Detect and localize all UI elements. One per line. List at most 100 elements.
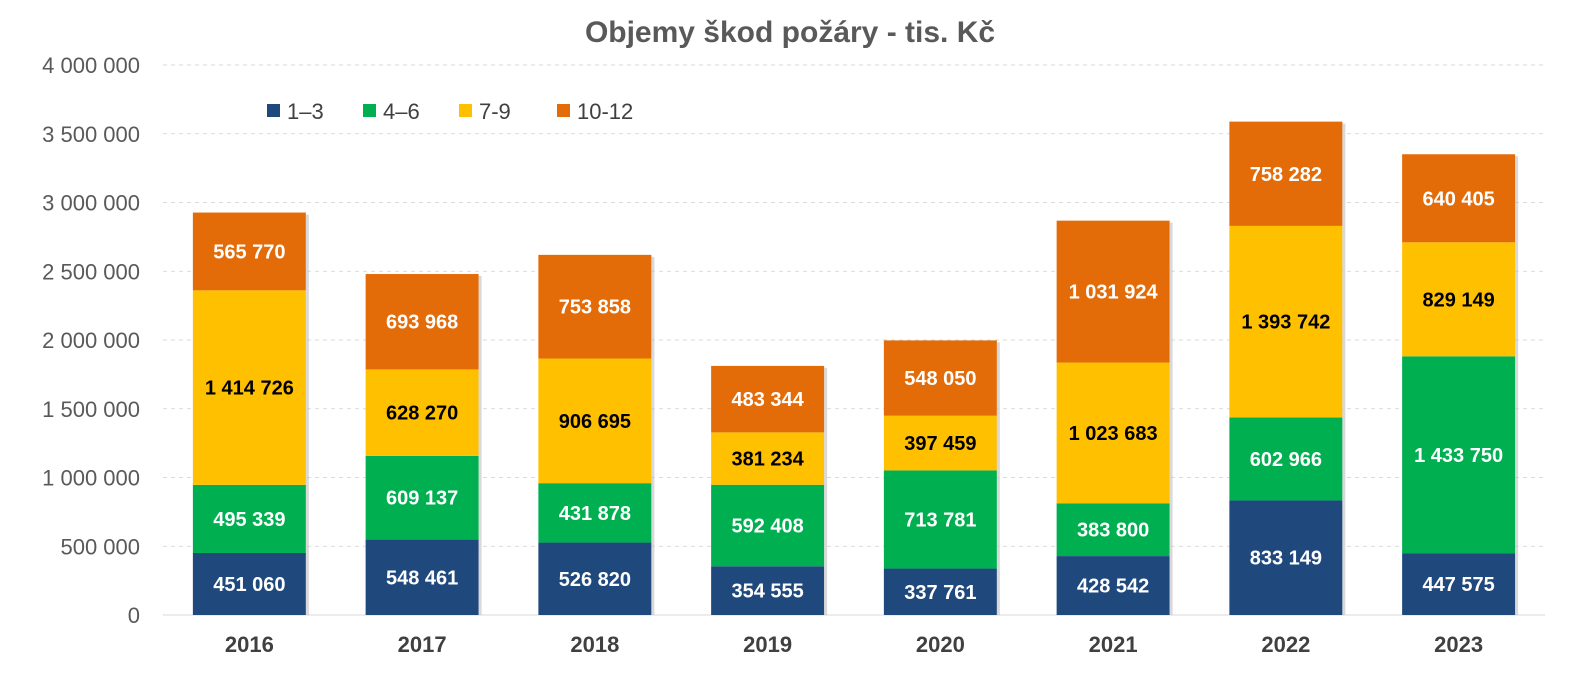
legend-label: 10-12 bbox=[577, 99, 633, 124]
bar-segment bbox=[538, 358, 652, 484]
data-label: 906 695 bbox=[559, 411, 631, 433]
bar-segment bbox=[365, 539, 479, 615]
bar-segment bbox=[365, 369, 479, 456]
data-label: 1 433 750 bbox=[1414, 445, 1503, 467]
bar-segment bbox=[1229, 500, 1343, 615]
legend-swatch bbox=[267, 104, 280, 117]
x-tick-label: 2019 bbox=[743, 632, 792, 657]
data-label: 753 858 bbox=[559, 297, 631, 319]
data-label: 609 137 bbox=[386, 488, 458, 510]
bar-segment bbox=[538, 542, 652, 615]
x-tick-label: 2018 bbox=[570, 632, 619, 657]
data-label: 526 820 bbox=[559, 569, 631, 591]
data-label: 628 270 bbox=[386, 403, 458, 425]
bar-segment bbox=[1229, 225, 1343, 418]
bar-segment bbox=[192, 290, 306, 485]
data-label: 829 149 bbox=[1422, 289, 1494, 311]
bar-shadow bbox=[651, 256, 655, 615]
data-label: 483 344 bbox=[731, 389, 804, 411]
bar-shadow bbox=[996, 342, 1000, 615]
x-tick-label: 2016 bbox=[225, 632, 274, 657]
bar-segment bbox=[192, 552, 306, 615]
legend-swatch bbox=[363, 104, 376, 117]
x-tick-label: 2020 bbox=[916, 632, 965, 657]
y-tick-label: 4 000 000 bbox=[42, 53, 140, 78]
data-label: 447 575 bbox=[1422, 574, 1494, 596]
x-tick-label: 2021 bbox=[1089, 632, 1138, 657]
y-axis-ticks: 0 500 000 1 000 000 1 500 000 2 000 000 2 500… bbox=[42, 53, 140, 628]
data-label: 1 414 726 bbox=[205, 378, 294, 400]
data-label: 565 770 bbox=[213, 241, 285, 263]
y-tick-label: 500 000 bbox=[60, 534, 140, 559]
bars bbox=[192, 121, 1519, 615]
data-label: 1 023 683 bbox=[1069, 423, 1158, 445]
bar-segment bbox=[365, 455, 479, 540]
data-label: 693 968 bbox=[386, 312, 458, 334]
legend-label: 1–3 bbox=[287, 99, 324, 124]
bar-segment bbox=[192, 484, 306, 553]
data-label: 428 542 bbox=[1077, 576, 1149, 598]
data-label: 602 966 bbox=[1250, 449, 1322, 471]
bar-segment bbox=[538, 483, 652, 543]
data-label: 383 800 bbox=[1077, 520, 1149, 542]
data-label: 548 050 bbox=[904, 368, 976, 390]
bar-segment bbox=[1229, 121, 1343, 226]
y-tick-label: 1 000 000 bbox=[42, 466, 140, 491]
y-tick-label: 1 500 000 bbox=[42, 397, 140, 422]
bar-segment bbox=[1402, 553, 1516, 615]
data-label: 758 282 bbox=[1250, 164, 1322, 186]
bar-segment bbox=[883, 568, 997, 615]
data-label: 548 461 bbox=[386, 567, 458, 589]
data-label: 833 149 bbox=[1250, 548, 1322, 570]
legend: 1–3 4–6 7-9 10-12 bbox=[267, 99, 633, 124]
x-axis-ticks: 2016 2017 2018 2019 2020 2021 2022 2023 bbox=[225, 632, 1483, 657]
bar-shadow bbox=[1342, 123, 1346, 615]
data-labels: 451 060 495 339 1 414 726 565 770 548 461 609… bbox=[205, 164, 1503, 604]
data-label: 397 459 bbox=[904, 433, 976, 455]
bar-segment bbox=[711, 484, 825, 567]
bar-segment bbox=[1402, 154, 1516, 243]
bar-segment bbox=[1056, 556, 1170, 615]
bar-shadow bbox=[1515, 156, 1519, 615]
bar-segment bbox=[1229, 417, 1343, 501]
data-label: 592 408 bbox=[731, 516, 803, 538]
bar-segment bbox=[883, 415, 997, 471]
data-label: 1 031 924 bbox=[1069, 282, 1159, 304]
bar-segment bbox=[1402, 242, 1516, 357]
x-tick-label: 2023 bbox=[1434, 632, 1483, 657]
bar-shadow bbox=[1169, 222, 1173, 615]
bar-segment bbox=[192, 212, 306, 291]
bar-segment bbox=[711, 432, 825, 485]
data-label: 354 555 bbox=[731, 581, 803, 603]
data-label: 451 060 bbox=[213, 574, 285, 596]
data-label: 431 878 bbox=[559, 503, 631, 525]
y-tick-label: 3 500 000 bbox=[42, 122, 140, 147]
bar-segment bbox=[1402, 356, 1516, 554]
y-tick-label: 0 bbox=[128, 603, 140, 628]
legend-swatch bbox=[557, 104, 570, 117]
x-tick-label: 2022 bbox=[1261, 632, 1310, 657]
legend-label: 4–6 bbox=[383, 99, 420, 124]
legend-label: 7-9 bbox=[479, 99, 511, 124]
bar-segment bbox=[711, 566, 825, 615]
data-label: 381 234 bbox=[731, 449, 804, 471]
bar-segment bbox=[1056, 503, 1170, 557]
bar-segment bbox=[883, 470, 997, 569]
chart-title: Objemy škod požáry - tis. Kč bbox=[585, 16, 995, 49]
y-tick-label: 2 000 000 bbox=[42, 328, 140, 353]
data-label: 640 405 bbox=[1422, 188, 1494, 210]
data-label: 1 393 742 bbox=[1241, 312, 1330, 334]
data-label: 713 781 bbox=[904, 509, 976, 531]
bar-shadow bbox=[478, 276, 482, 615]
bar-segment bbox=[711, 365, 825, 433]
bar-segment bbox=[1056, 220, 1170, 363]
y-tick-label: 2 500 000 bbox=[42, 259, 140, 284]
legend-swatch bbox=[459, 104, 472, 117]
bar-segment bbox=[538, 254, 652, 359]
bar-segment bbox=[883, 340, 997, 416]
bar-segment bbox=[1056, 362, 1170, 504]
data-label: 495 339 bbox=[213, 509, 285, 531]
y-tick-label: 3 000 000 bbox=[42, 191, 140, 216]
bar-segment bbox=[365, 274, 479, 370]
